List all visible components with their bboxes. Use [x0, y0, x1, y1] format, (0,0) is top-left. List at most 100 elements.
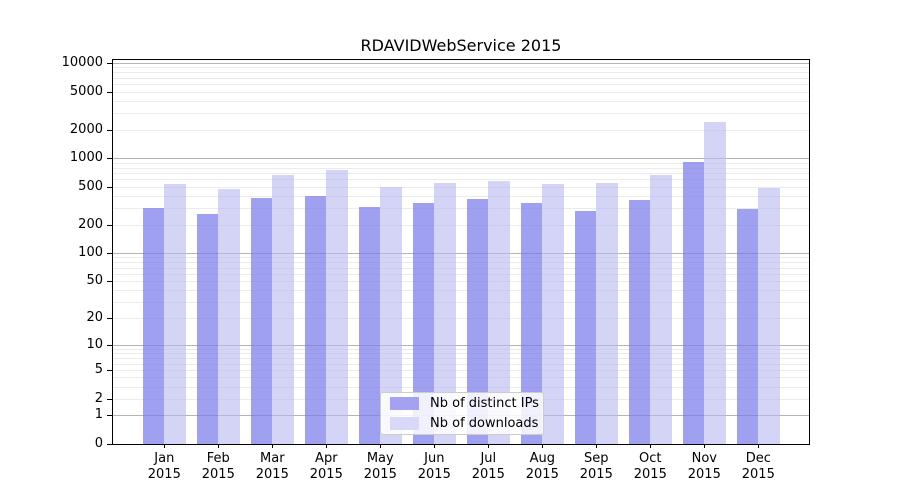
y-tick-label: 0 — [94, 436, 103, 451]
bar-ips-oct — [628, 200, 651, 444]
x-tick-mark — [758, 444, 760, 448]
y-tick-label: 500 — [78, 178, 103, 194]
gridline-minor — [113, 358, 809, 359]
gridline-minor — [113, 290, 809, 292]
legend-item-distinct-ips: Nb of distinct IPs — [381, 394, 543, 414]
bar-downloads-jan — [164, 183, 186, 444]
bar-ips-jun — [412, 202, 435, 444]
y-tick-mark — [107, 444, 112, 445]
x-tick-label-oct: Oct 2015 — [633, 451, 667, 482]
gridline-minor — [113, 274, 809, 275]
legend-swatch-downloads-icon — [390, 417, 419, 430]
gridline-minor — [113, 77, 809, 79]
gridline-minor — [113, 369, 809, 371]
x-tick-label-aug: Aug 2015 — [525, 451, 559, 482]
y-tick-label: 5000 — [69, 83, 103, 99]
y-tick-mark — [107, 224, 112, 226]
y-tick-mark — [107, 253, 112, 255]
gridline-minor — [113, 72, 809, 74]
gridline-minor — [113, 173, 809, 174]
gridline-minor — [113, 207, 809, 209]
gridline-minor — [113, 302, 809, 303]
x-tick-label-jul: Jul 2015 — [471, 451, 505, 482]
legend-label-distinct-ips: Nb of distinct IPs — [430, 396, 539, 411]
y-tick-mark — [107, 369, 112, 371]
x-tick-mark — [650, 444, 652, 448]
bar-downloads-sep — [596, 183, 618, 444]
bar-ips-may — [358, 206, 381, 444]
x-tick-mark — [218, 444, 220, 448]
bar-downloads-jul — [488, 180, 510, 444]
gridline-major — [113, 344, 809, 346]
gridline-minor — [113, 84, 809, 86]
bar-ips-feb — [196, 213, 219, 444]
x-tick-mark — [542, 444, 544, 448]
x-tick-mark — [434, 444, 436, 448]
x-tick-mark — [380, 444, 382, 448]
gridline-minor — [113, 281, 809, 283]
bar-ips-apr — [304, 196, 327, 444]
x-tick-label-apr: Apr 2015 — [309, 451, 343, 482]
gridline-minor — [113, 377, 809, 379]
y-tick-mark — [107, 281, 112, 283]
bar-ips-dec — [736, 209, 759, 444]
bar-downloads-feb — [218, 188, 240, 444]
x-tick-mark — [326, 444, 328, 448]
x-tick-mark — [596, 444, 598, 448]
bar-ips-sep — [574, 210, 597, 444]
bar-downloads-nov — [704, 122, 726, 444]
x-tick-label-jan: Jan 2015 — [147, 451, 181, 482]
bar-ips-nov — [682, 162, 705, 444]
plot-area: Nb of distinct IPs Nb of downloads — [112, 59, 810, 445]
y-tick-label: 1000 — [69, 150, 103, 166]
y-tick-mark — [107, 398, 112, 400]
y-tick-label: 2000 — [69, 121, 103, 137]
bar-downloads-aug — [542, 183, 564, 444]
y-tick-label: 50 — [86, 273, 103, 289]
gridline-major — [113, 253, 809, 255]
y-tick-label: 100 — [78, 245, 103, 261]
bar-downloads-mar — [272, 175, 294, 444]
y-tick-label: 10 — [86, 336, 103, 352]
x-tick-label-feb: Feb 2015 — [201, 451, 235, 482]
y-tick-label: 20 — [86, 310, 103, 326]
bar-downloads-may — [380, 186, 402, 444]
y-tick-mark — [107, 63, 112, 64]
bar-downloads-apr — [326, 169, 348, 444]
y-tick-mark — [107, 91, 112, 93]
x-tick-label-dec: Dec 2015 — [741, 451, 775, 482]
gridline-minor — [113, 348, 809, 350]
y-tick-label: 5 — [94, 361, 103, 377]
x-tick-label-mar: Mar 2015 — [255, 451, 289, 482]
gridline-minor — [113, 167, 809, 169]
gridline-minor — [113, 353, 809, 355]
y-tick-mark — [107, 129, 112, 131]
gridline-minor — [113, 224, 809, 226]
x-tick-label-nov: Nov 2015 — [687, 451, 721, 482]
legend: Nb of distinct IPs Nb of downloads — [380, 392, 544, 435]
y-tick-mark — [107, 186, 112, 188]
gridline-minor — [113, 112, 809, 114]
gridline-minor — [113, 179, 809, 181]
gridline-minor — [113, 67, 809, 69]
gridline-minor — [113, 363, 809, 365]
y-tick-label: 2 — [94, 390, 103, 406]
x-tick-label-sep: Sep 2015 — [579, 451, 613, 482]
gridline-major — [113, 63, 809, 64]
bar-ips-jul — [466, 199, 489, 444]
bar-ips-jan — [142, 207, 165, 444]
gridline-minor — [113, 91, 809, 93]
bar-downloads-jun — [434, 182, 456, 444]
bar-downloads-dec — [758, 187, 780, 444]
x-tick-mark — [488, 444, 490, 448]
x-tick-mark — [164, 444, 166, 448]
legend-swatch-distinct-ips-icon — [390, 397, 419, 410]
x-tick-label-may: May 2015 — [363, 451, 397, 482]
gridline-minor — [113, 318, 809, 320]
gridline-minor — [113, 129, 809, 131]
gridline-minor — [113, 186, 809, 188]
bar-ips-mar — [250, 197, 273, 444]
chart-title: RDAVIDWebService 2015 — [360, 36, 562, 55]
gridline-minor — [113, 267, 809, 269]
